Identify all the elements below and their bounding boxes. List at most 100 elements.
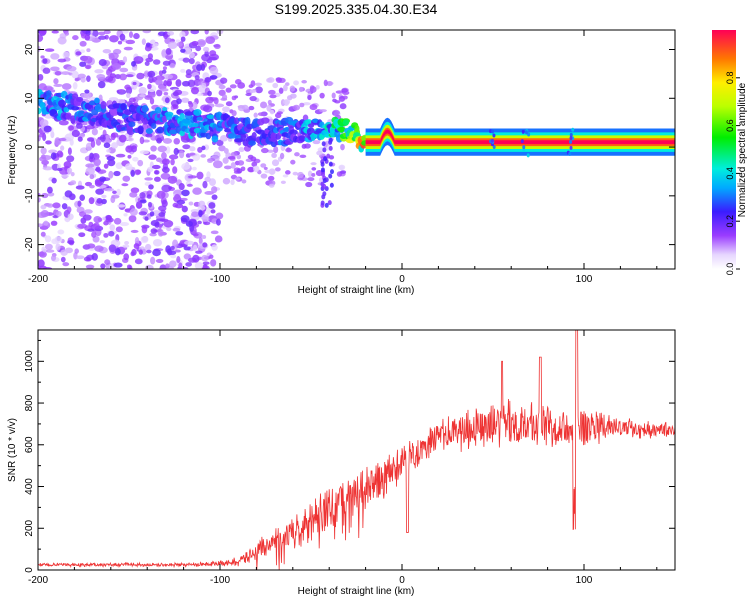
spectrogram-speckle (204, 30, 209, 35)
spectrogram-speckle (264, 169, 272, 174)
spectrogram-speckle (95, 138, 102, 146)
spectrogram-speckle (205, 36, 216, 45)
spectrogram-speckle (72, 82, 78, 90)
y-tick-label: 400 (24, 478, 35, 495)
spectrogram-band-disturbance (522, 145, 526, 150)
spectrogram-speckle (173, 138, 181, 145)
spectrogram-speckle (115, 226, 123, 233)
spectrogram-speckle (70, 171, 75, 177)
spectrogram-speckle (176, 256, 181, 264)
spectrogram-speckle (96, 197, 103, 204)
spectrogram-speckle (191, 211, 199, 218)
spectrogram-speckle (204, 191, 214, 195)
spectrogram-ridge-blob (65, 112, 72, 120)
spectrogram-speckle (53, 78, 59, 85)
spectrogram-ridge-blob (137, 125, 144, 135)
spectrogram-speckle (268, 89, 276, 95)
spectrogram-speckle (38, 197, 41, 203)
spectrogram-speckle (236, 154, 242, 160)
spectrogram-speckle (257, 112, 265, 117)
spectrogram-speckle (43, 125, 52, 133)
spectrogram-speckle (62, 51, 70, 59)
spectrogram-speckle (222, 157, 229, 164)
spectrogram-band-disturbance (526, 153, 530, 158)
spectrogram-speckle (319, 92, 325, 99)
spectrogram-ridge-blob (49, 108, 57, 116)
spectrogram-speckle (225, 87, 232, 93)
spectrogram-speckle (192, 254, 200, 263)
spectrogram-speckle (99, 134, 106, 142)
spectrogram-speckle (188, 201, 194, 206)
spectrogram-speckle (178, 262, 183, 269)
spectrogram-speckle (340, 143, 345, 151)
spectrogram-speckle (331, 92, 336, 99)
spectrogram-ridge-blob (124, 109, 131, 116)
spectrogram-ridge-blob (322, 147, 327, 153)
spectrogram-speckle (148, 75, 154, 84)
spectrogram-speckle (38, 223, 44, 228)
spectrogram-speckle (194, 261, 204, 269)
spectrogram-speckle (86, 137, 95, 142)
spectrogram-band-disturbance (521, 129, 525, 134)
spectrogram-band-disturbance (571, 127, 575, 132)
spectrogram-band-disturbance (492, 133, 496, 138)
spectrogram-speckle (101, 198, 107, 205)
spectrogram-speckle (201, 145, 206, 151)
spectrogram-speckle (150, 135, 157, 141)
spectrogram-speckle (98, 59, 107, 67)
spectrogram-speckle (129, 208, 138, 216)
colorbar-tick-label: 0.0 (725, 263, 735, 276)
spectrogram-speckle (148, 154, 157, 160)
spectrogram-speckle (113, 262, 123, 268)
spectrogram-speckle (121, 183, 129, 187)
spectrogram-speckle (201, 216, 210, 222)
spectrogram-band-disturbance (524, 130, 528, 135)
spectrogram-speckle (77, 200, 82, 207)
spectrogram-speckle (292, 171, 299, 176)
spectrogram-speckle (302, 102, 311, 106)
spectrogram-speckle (176, 98, 182, 105)
spectrogram-speckle (176, 199, 186, 205)
spectrogram-speckle (266, 104, 272, 112)
spectrogram-speckle (130, 169, 135, 177)
spectrogram-speckle (108, 52, 114, 57)
spectrogram-speckle (182, 80, 191, 87)
spectrogram-speckle (298, 86, 303, 93)
spectrogram-speckle (125, 163, 133, 171)
spectrogram-speckle (67, 240, 75, 245)
x-tick-label: -100 (210, 274, 230, 285)
spectrogram-speckle (125, 145, 133, 153)
spectrogram-speckle (185, 220, 193, 227)
spectrogram-speckle (145, 133, 153, 138)
spectrogram-speckle (134, 258, 143, 265)
spectrogram-speckle (269, 109, 275, 115)
spectrogram-speckle (155, 75, 165, 81)
spectrogram-speckle (45, 249, 55, 253)
spectrogram-speckle (122, 30, 129, 34)
spectrogram-speckle (279, 152, 285, 160)
spectrogram-speckle (128, 215, 137, 223)
spectrogram-speckle (125, 39, 136, 45)
spectrogram-speckle (82, 214, 92, 221)
spectrogram-speckle (214, 103, 225, 108)
spectrogram-speckle (130, 229, 139, 233)
spectrogram-speckle (269, 94, 277, 99)
spectrogram-speckle (170, 254, 177, 259)
spectrogram-speckle (83, 209, 93, 214)
spectrogram-speckle (191, 40, 199, 47)
spectrogram-ridge-blob (227, 133, 237, 139)
spectrogram-speckle (191, 166, 197, 171)
spectrogram-speckle (201, 82, 207, 89)
spectrogram-speckle (112, 190, 117, 195)
spectrogram-ridge-blob (322, 191, 327, 197)
spectrogram-speckle (202, 234, 207, 240)
spectrogram-speckle (86, 243, 96, 249)
spectrogram-speckle (51, 30, 59, 34)
spectrogram-speckle (198, 236, 203, 245)
spectrogram-speckle (50, 220, 58, 226)
spectrogram-speckle (75, 185, 85, 190)
spectrogram-speckle (196, 171, 204, 180)
spectrogram-speckle (292, 104, 301, 111)
spectrogram-speckle (216, 218, 221, 226)
